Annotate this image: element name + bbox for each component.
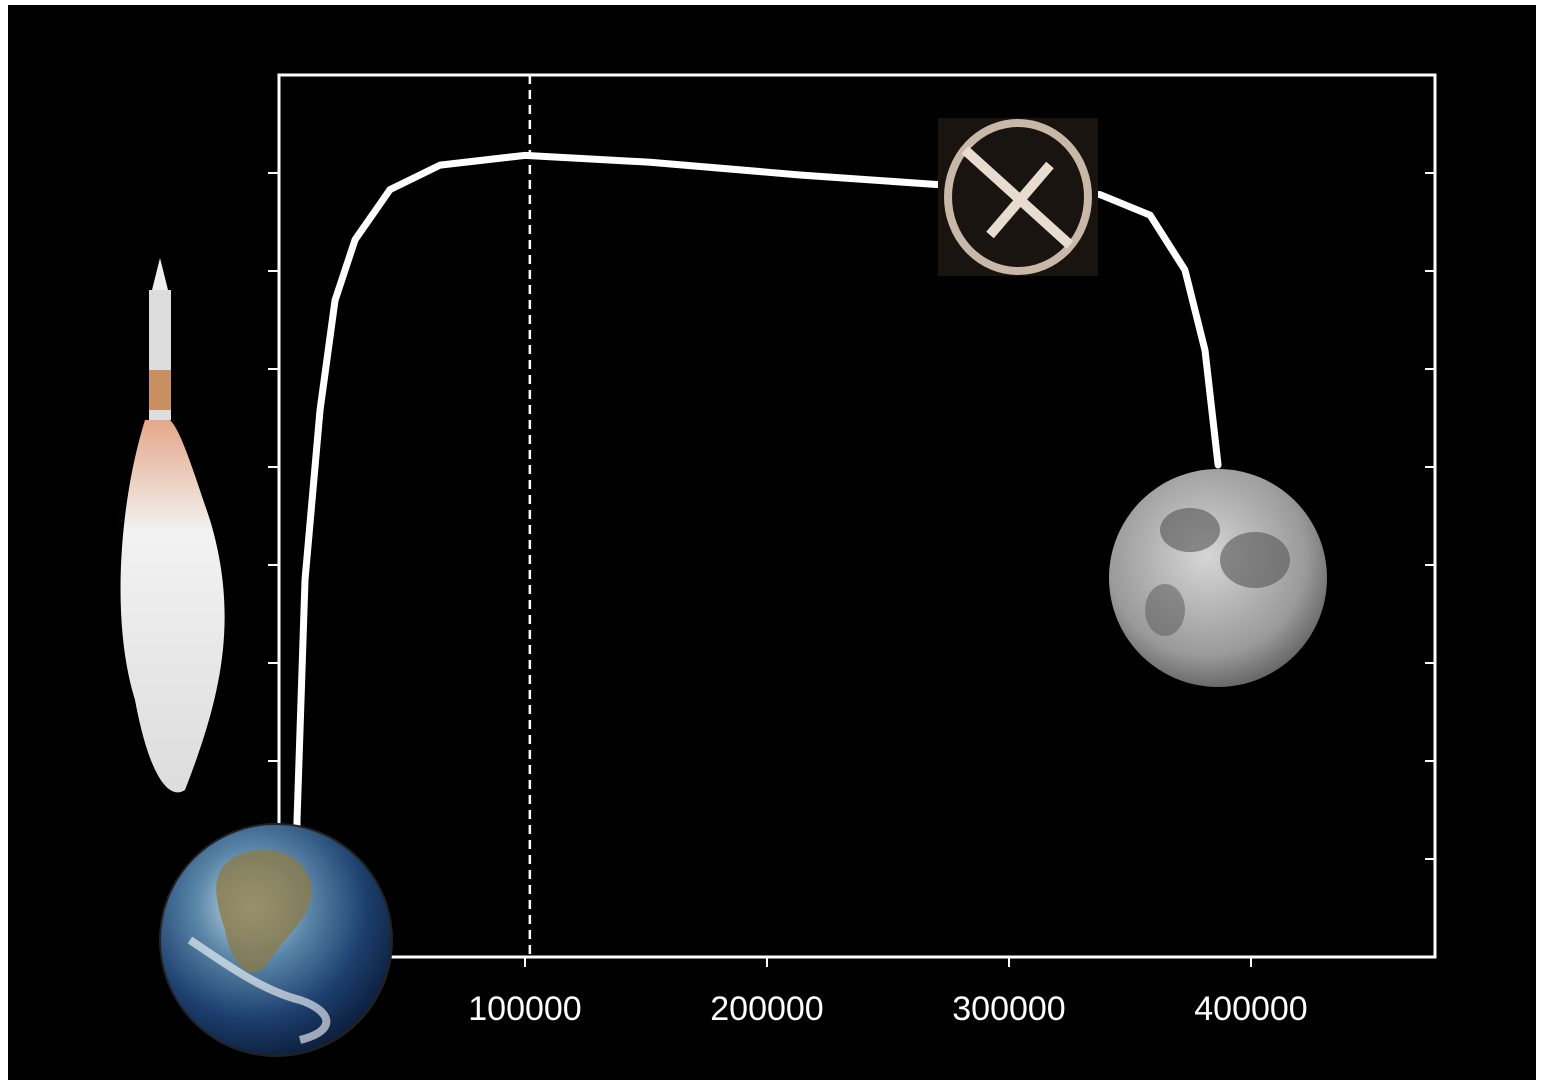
space-station-illustration <box>938 118 1098 276</box>
x-tick-label: 300000 <box>952 990 1065 1028</box>
moon-illustration <box>1109 469 1327 687</box>
x-tick-label: 200000 <box>710 990 823 1028</box>
rocket-illustration <box>120 258 225 793</box>
x-tick-label: 400000 <box>1194 990 1307 1028</box>
earth-illustration <box>159 823 393 1057</box>
data-line <box>291 151 1222 961</box>
plot-frame <box>277 73 1437 959</box>
x-tick-label: 100000 <box>468 990 581 1028</box>
marks-layer: 100000 200000 300000 400000 <box>268 75 1435 1028</box>
